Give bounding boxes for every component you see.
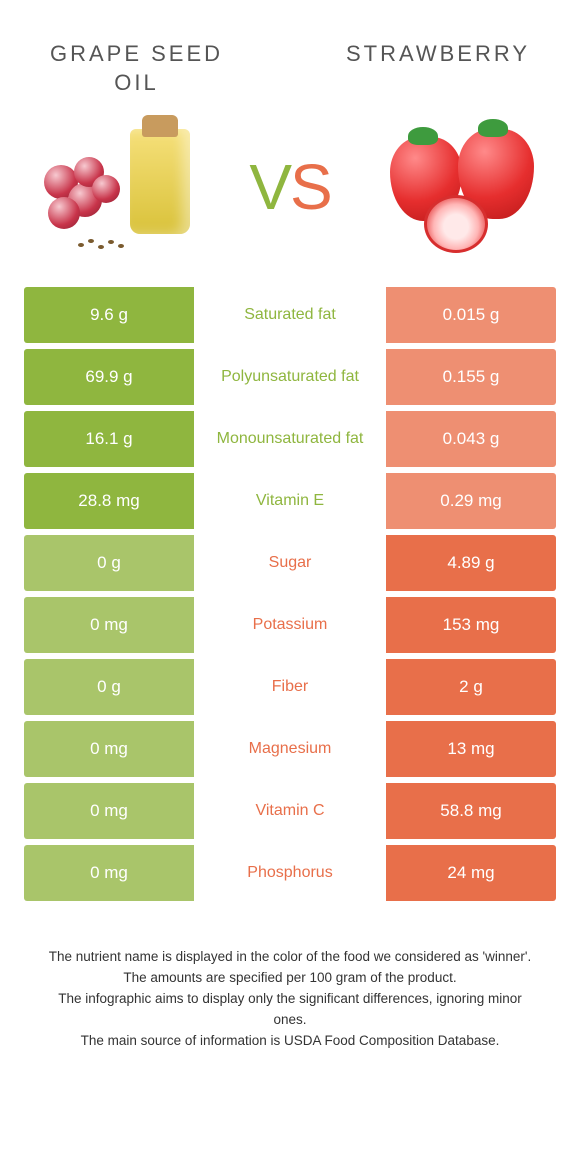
table-row: 0 gSugar4.89 g bbox=[24, 535, 556, 591]
strawberry-leaf-icon bbox=[408, 127, 438, 145]
nutrient-label: Magnesium bbox=[194, 721, 386, 777]
nutrient-label: Vitamin E bbox=[194, 473, 386, 529]
table-row: 0 mgVitamin C58.8 mg bbox=[24, 783, 556, 839]
right-value: 0.043 g bbox=[386, 411, 556, 467]
vs-left-char: V bbox=[249, 151, 290, 223]
right-food-image bbox=[380, 117, 540, 257]
right-value: 2 g bbox=[386, 659, 556, 715]
left-value: 0 mg bbox=[24, 783, 194, 839]
right-value: 0.155 g bbox=[386, 349, 556, 405]
left-value: 69.9 g bbox=[24, 349, 194, 405]
nutrient-label: Phosphorus bbox=[194, 845, 386, 901]
nutrient-label: Vitamin C bbox=[194, 783, 386, 839]
left-value: 0 mg bbox=[24, 597, 194, 653]
right-value: 0.29 mg bbox=[386, 473, 556, 529]
left-value: 0 mg bbox=[24, 845, 194, 901]
left-value: 28.8 mg bbox=[24, 473, 194, 529]
right-value: 153 mg bbox=[386, 597, 556, 653]
table-row: 9.6 gSaturated fat0.015 g bbox=[24, 287, 556, 343]
oil-bottle-icon bbox=[130, 129, 190, 234]
left-food-title: GRAPE SEED OIL bbox=[50, 40, 223, 97]
footer-line: The main source of information is USDA F… bbox=[40, 1031, 540, 1052]
nutrient-label: Saturated fat bbox=[194, 287, 386, 343]
oil-cork-icon bbox=[142, 115, 178, 137]
table-row: 0 gFiber2 g bbox=[24, 659, 556, 715]
nutrient-label: Potassium bbox=[194, 597, 386, 653]
footer-line: The nutrient name is displayed in the co… bbox=[40, 947, 540, 968]
left-value: 0 g bbox=[24, 659, 194, 715]
left-food-image bbox=[40, 117, 200, 257]
strawberry-leaf-icon bbox=[478, 119, 508, 137]
right-value: 58.8 mg bbox=[386, 783, 556, 839]
header: GRAPE SEED OIL STRAWBERRY bbox=[0, 0, 580, 107]
nutrient-label: Sugar bbox=[194, 535, 386, 591]
right-value: 13 mg bbox=[386, 721, 556, 777]
table-row: 28.8 mgVitamin E0.29 mg bbox=[24, 473, 556, 529]
table-row: 16.1 gMonounsaturated fat0.043 g bbox=[24, 411, 556, 467]
left-value: 0 mg bbox=[24, 721, 194, 777]
table-row: 0 mgPotassium153 mg bbox=[24, 597, 556, 653]
footer-notes: The nutrient name is displayed in the co… bbox=[0, 907, 580, 1052]
nutrient-label: Fiber bbox=[194, 659, 386, 715]
footer-line: The amounts are specified per 100 gram o… bbox=[40, 968, 540, 989]
right-value: 4.89 g bbox=[386, 535, 556, 591]
left-value: 16.1 g bbox=[24, 411, 194, 467]
comparison-table: 9.6 gSaturated fat0.015 g 69.9 gPolyunsat… bbox=[0, 287, 580, 901]
nutrient-label: Monounsaturated fat bbox=[194, 411, 386, 467]
vs-label: VS bbox=[249, 150, 330, 224]
footer-line: The infographic aims to display only the… bbox=[40, 989, 540, 1031]
vs-right-char: S bbox=[290, 151, 331, 223]
left-value: 0 g bbox=[24, 535, 194, 591]
right-food-title: STRAWBERRY bbox=[346, 40, 530, 97]
strawberry-slice-icon bbox=[424, 195, 488, 253]
grape-icon bbox=[48, 197, 80, 229]
table-row: 0 mgMagnesium13 mg bbox=[24, 721, 556, 777]
right-value: 24 mg bbox=[386, 845, 556, 901]
table-row: 69.9 gPolyunsaturated fat0.155 g bbox=[24, 349, 556, 405]
seeds-icon bbox=[78, 237, 128, 251]
grape-icon bbox=[92, 175, 120, 203]
vs-row: VS bbox=[0, 107, 580, 287]
nutrient-label: Polyunsaturated fat bbox=[194, 349, 386, 405]
left-value: 9.6 g bbox=[24, 287, 194, 343]
right-value: 0.015 g bbox=[386, 287, 556, 343]
table-row: 0 mgPhosphorus24 mg bbox=[24, 845, 556, 901]
